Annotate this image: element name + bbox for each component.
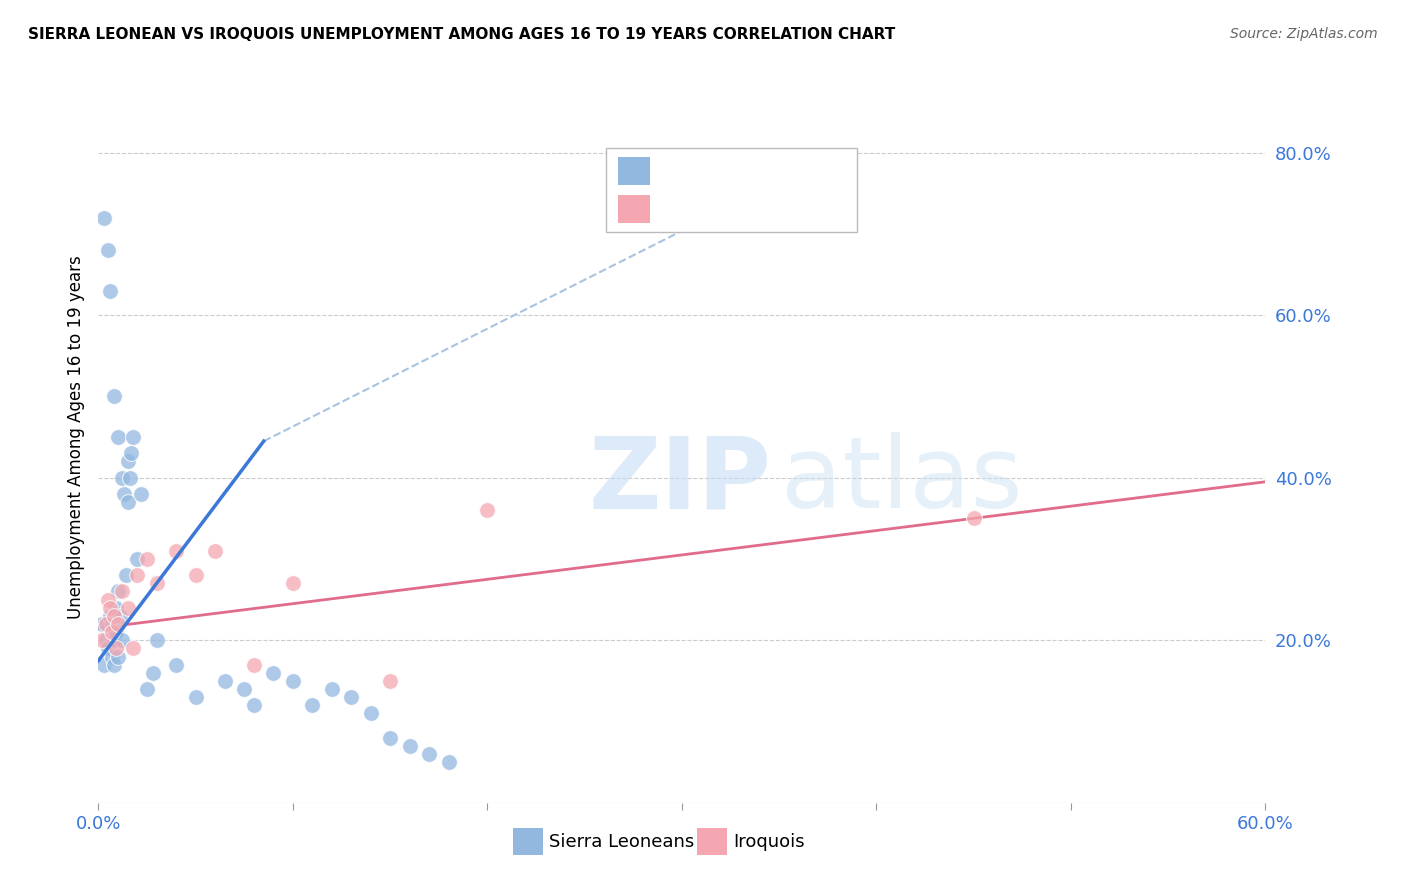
Point xyxy=(184,568,207,582)
Point xyxy=(477,503,499,517)
Point xyxy=(962,511,984,525)
Point xyxy=(93,657,115,672)
Point xyxy=(122,430,145,444)
Text: R = 0.345   N = 48: R = 0.345 N = 48 xyxy=(662,153,832,170)
Point xyxy=(96,617,118,632)
Point xyxy=(108,608,131,623)
Point xyxy=(136,552,159,566)
Point xyxy=(184,690,207,705)
Point xyxy=(97,243,120,257)
Point xyxy=(117,495,139,509)
Point xyxy=(118,471,141,485)
Point xyxy=(101,649,124,664)
Point xyxy=(91,633,114,648)
Point xyxy=(98,600,121,615)
Point xyxy=(96,633,118,648)
Point xyxy=(136,681,159,696)
Point xyxy=(107,584,129,599)
Point xyxy=(111,633,134,648)
Point xyxy=(146,576,169,591)
Point xyxy=(117,454,139,468)
Point xyxy=(122,641,145,656)
Point xyxy=(103,633,125,648)
Point xyxy=(98,608,121,623)
Y-axis label: Unemployment Among Ages 16 to 19 years: Unemployment Among Ages 16 to 19 years xyxy=(66,255,84,619)
Point xyxy=(97,641,120,656)
Point xyxy=(104,600,127,615)
Point xyxy=(107,649,129,664)
Point xyxy=(281,576,304,591)
Point xyxy=(380,731,402,745)
Point xyxy=(301,698,323,713)
Point xyxy=(340,690,363,705)
Point xyxy=(97,592,120,607)
Text: Iroquois: Iroquois xyxy=(734,832,804,851)
Point xyxy=(98,284,121,298)
Point xyxy=(233,681,256,696)
FancyBboxPatch shape xyxy=(697,828,727,855)
Text: SIERRA LEONEAN VS IROQUOIS UNEMPLOYMENT AMONG AGES 16 TO 19 YEARS CORRELATION CH: SIERRA LEONEAN VS IROQUOIS UNEMPLOYMENT … xyxy=(28,27,896,42)
Point xyxy=(111,471,134,485)
Point xyxy=(111,584,134,599)
Point xyxy=(243,698,266,713)
Point xyxy=(103,657,125,672)
Text: Sierra Leoneans: Sierra Leoneans xyxy=(548,832,695,851)
Point xyxy=(107,430,129,444)
Point xyxy=(165,657,187,672)
Point xyxy=(165,544,187,558)
Point xyxy=(243,657,266,672)
Point xyxy=(104,625,127,640)
Point xyxy=(418,747,440,761)
Point xyxy=(103,389,125,403)
Text: Source: ZipAtlas.com: Source: ZipAtlas.com xyxy=(1230,27,1378,41)
Point xyxy=(214,673,236,688)
FancyBboxPatch shape xyxy=(606,148,858,232)
Point xyxy=(398,739,420,753)
Point xyxy=(437,755,460,769)
Point xyxy=(117,600,139,615)
Point xyxy=(93,211,115,225)
Point xyxy=(114,568,136,582)
Point xyxy=(112,487,135,501)
Point xyxy=(101,625,124,640)
Point xyxy=(107,617,129,632)
Point xyxy=(262,665,284,680)
Point xyxy=(91,617,114,632)
FancyBboxPatch shape xyxy=(617,157,651,185)
Point xyxy=(103,608,125,623)
Point xyxy=(129,487,152,501)
Text: R = 0.342   N = 22: R = 0.342 N = 22 xyxy=(662,191,832,209)
Point xyxy=(127,552,149,566)
Point xyxy=(142,665,165,680)
Point xyxy=(127,568,149,582)
Point xyxy=(101,617,124,632)
Point xyxy=(204,544,226,558)
Point xyxy=(321,681,343,696)
FancyBboxPatch shape xyxy=(513,828,543,855)
Point xyxy=(104,641,127,656)
Point xyxy=(360,706,382,721)
Text: ZIP: ZIP xyxy=(589,433,772,530)
Point xyxy=(380,673,402,688)
Text: atlas: atlas xyxy=(782,433,1022,530)
Point xyxy=(281,673,304,688)
Point xyxy=(146,633,169,648)
Point xyxy=(121,446,143,460)
FancyBboxPatch shape xyxy=(617,195,651,223)
